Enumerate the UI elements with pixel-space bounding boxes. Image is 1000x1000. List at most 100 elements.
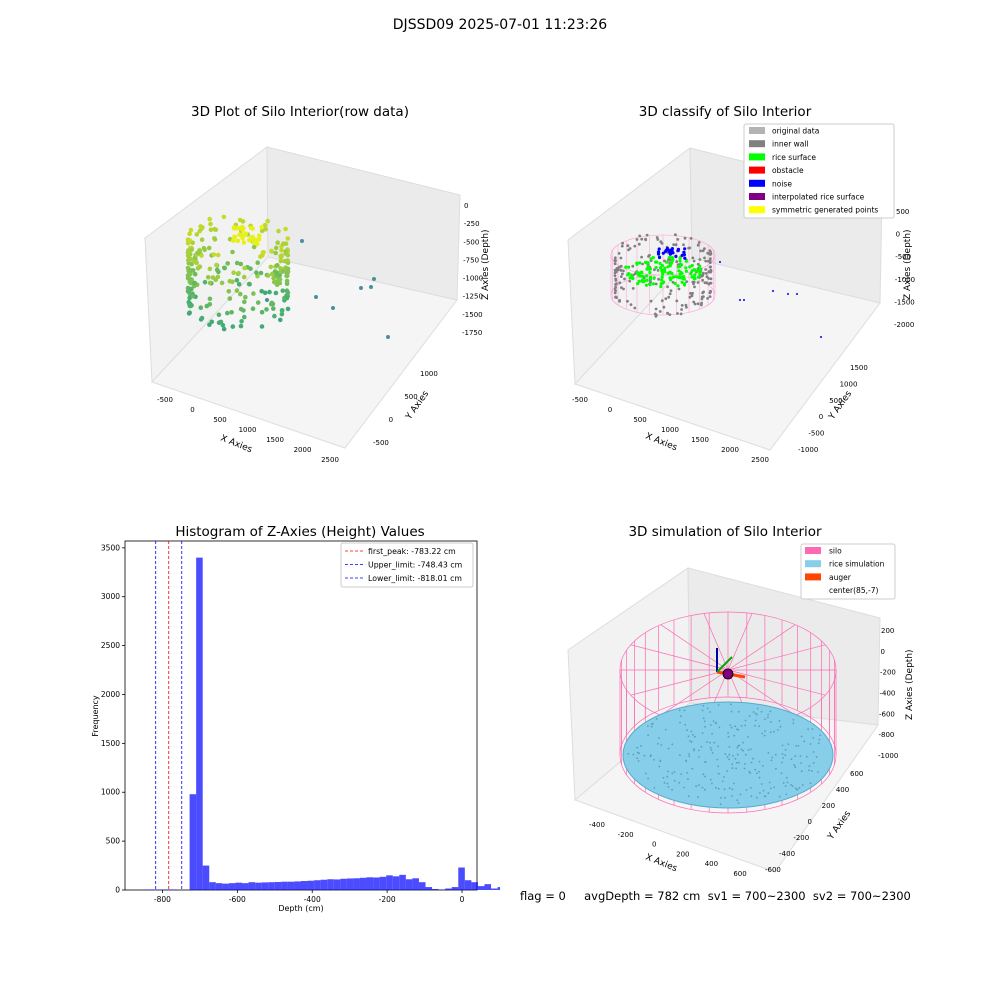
legend-label: original data <box>772 127 819 136</box>
plot4-title: 3D simulation of Silo Interior <box>628 524 822 540</box>
inner-wall-point <box>708 295 712 298</box>
inner-wall-point <box>680 304 684 307</box>
rice-point <box>730 710 733 713</box>
rice-surface-point <box>671 275 675 279</box>
inner-wall-point <box>700 303 703 307</box>
data-point <box>199 237 205 242</box>
rice-point <box>808 765 811 768</box>
data-point <box>277 277 283 282</box>
rice-point <box>744 719 747 722</box>
inner-wall-point <box>672 243 676 247</box>
inner-wall-point <box>692 300 696 304</box>
rice-point <box>764 718 766 721</box>
data-point <box>285 236 291 241</box>
inner-wall-point <box>696 281 700 284</box>
inner-wall-point <box>702 271 705 275</box>
histogram-bar <box>346 878 354 890</box>
y-tick-label: 1500 <box>101 739 120 748</box>
data-point <box>285 306 291 312</box>
rice-point <box>781 761 783 764</box>
histogram-bar <box>497 887 500 890</box>
rice-point <box>686 729 688 732</box>
histogram-bars <box>143 557 500 890</box>
data-point <box>202 279 208 285</box>
histogram-bar <box>379 876 387 890</box>
rice-surface-point <box>646 265 650 269</box>
noise-point <box>796 293 798 295</box>
legend-label: symmetric generated points <box>772 206 878 215</box>
inner-wall-point <box>622 269 625 273</box>
rice-point <box>711 732 713 735</box>
rice-point <box>738 761 740 764</box>
rice-point <box>731 788 734 791</box>
rice-point <box>692 733 694 736</box>
y-tick-label: 500 <box>829 397 842 405</box>
histogram-bar <box>196 557 203 890</box>
inner-wall-point <box>666 285 669 289</box>
histogram-bar <box>228 883 236 890</box>
z-tick-label: -1000 <box>463 275 483 283</box>
rice-point <box>709 746 712 749</box>
data-point <box>188 227 194 233</box>
rice-point <box>812 751 815 753</box>
inner-wall-point <box>709 270 713 273</box>
histogram-bar <box>307 880 315 890</box>
histogram-bar <box>366 877 374 890</box>
rice-point <box>706 741 708 743</box>
inner-wall-point <box>693 302 697 306</box>
rice-point <box>758 760 761 763</box>
data-point <box>197 228 202 234</box>
legend-swatch <box>749 206 765 214</box>
inner-wall-point <box>704 259 708 263</box>
rice-point <box>723 776 725 778</box>
inner-wall-point <box>703 256 706 260</box>
z-tick-label: -1500 <box>462 311 482 319</box>
data-point <box>192 280 197 286</box>
inner-wall-point <box>615 296 618 299</box>
rice-point <box>698 749 700 752</box>
legend: silo rice simulation auger center(85,-7) <box>800 543 896 600</box>
inner-wall-point <box>628 279 632 283</box>
rice-surface-point <box>670 271 674 276</box>
data-point <box>331 306 335 310</box>
rice-point <box>667 747 670 750</box>
rice-point <box>758 725 761 728</box>
inner-wall-point <box>668 292 672 296</box>
rice-point <box>710 724 712 726</box>
y-tick-label: 1000 <box>101 788 120 797</box>
legend: first_peak: -783.22 cm Upper_limit: -748.… <box>340 542 474 588</box>
data-point <box>234 288 240 293</box>
noise-point <box>656 252 661 256</box>
inner-wall-point <box>635 238 639 241</box>
y-tick-label: 0 <box>808 818 812 826</box>
inner-wall-point <box>709 290 712 294</box>
rice-point <box>697 796 699 798</box>
y-tick-label: -400 <box>779 850 795 858</box>
rice-surface-point <box>630 273 634 277</box>
inner-wall-point <box>708 249 712 253</box>
histogram-bar <box>353 878 360 890</box>
rice-point <box>712 720 715 723</box>
data-point <box>279 308 285 313</box>
inner-wall-point <box>614 289 617 293</box>
data-point <box>262 290 268 296</box>
rice-surface-point <box>648 277 653 281</box>
inner-wall-point <box>690 294 694 298</box>
data-point <box>275 263 280 268</box>
data-point <box>215 274 221 280</box>
y-tick-label: 500 <box>106 837 121 846</box>
rice-point <box>657 743 659 745</box>
histogram-bar <box>301 881 308 890</box>
inner-wall-point <box>702 295 705 298</box>
z-tick-label: -200 <box>880 669 896 677</box>
noise-point <box>772 290 774 292</box>
data-point <box>231 270 236 276</box>
rice-point <box>662 777 665 779</box>
noise-point <box>668 248 672 252</box>
rice-point <box>687 795 690 798</box>
rice-point <box>717 765 720 768</box>
rice-point <box>793 764 796 767</box>
rice-surface-point <box>643 279 647 283</box>
data-point <box>208 221 213 227</box>
rice-surface-point <box>661 272 665 276</box>
